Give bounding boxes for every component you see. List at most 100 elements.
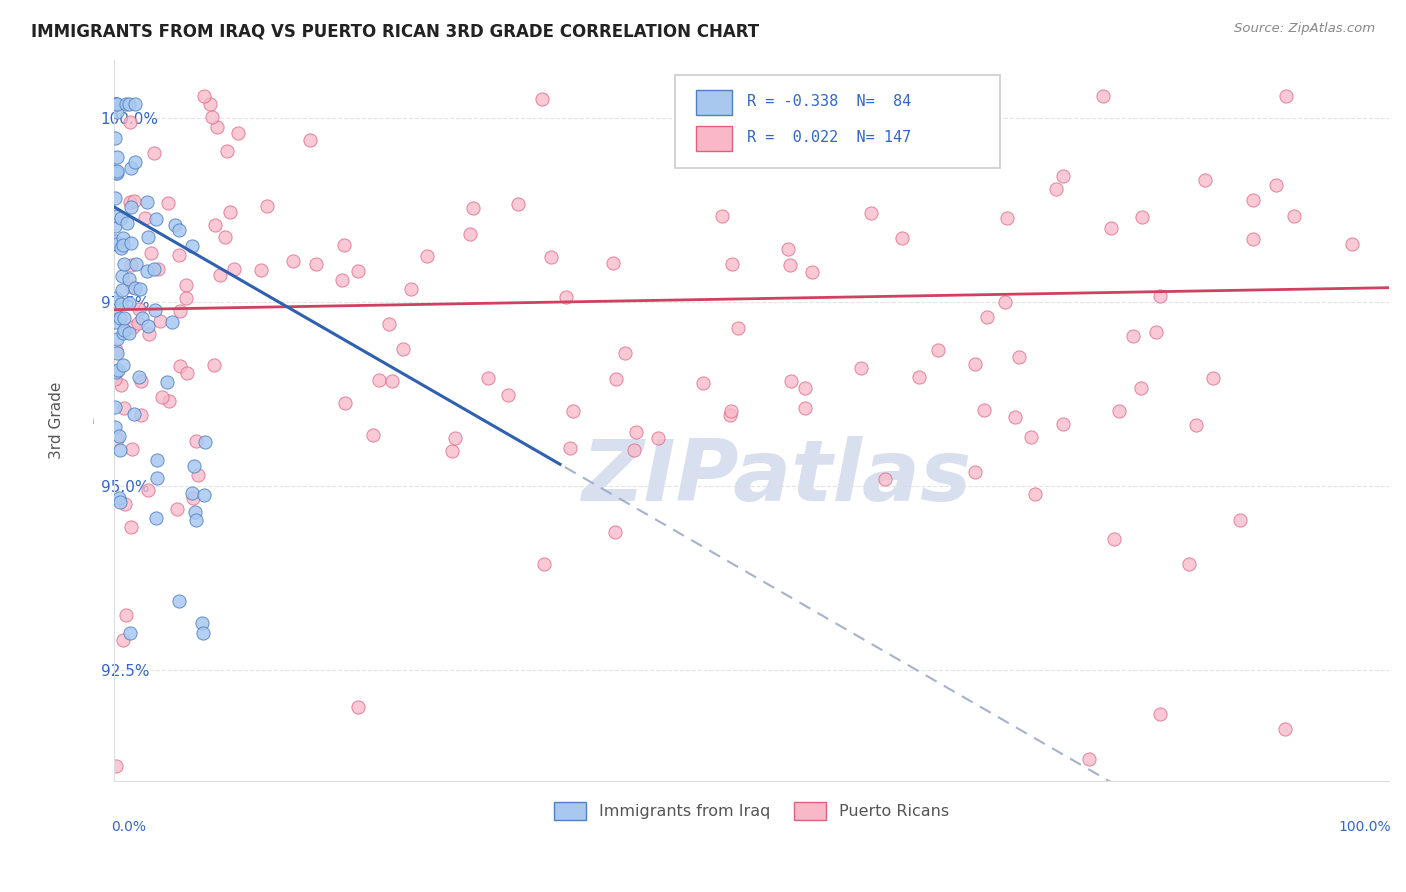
Point [692, 376, 714, 391]
FancyBboxPatch shape [696, 90, 733, 115]
Point [416, 249, 439, 263]
Point [142, 146, 165, 161]
Text: 100.0%: 100.0% [1339, 821, 1392, 834]
Point [1202, 370, 1225, 384]
Point [160, 315, 183, 329]
Point [136, 229, 159, 244]
Point [347, 263, 370, 277]
Point [721, 257, 744, 271]
Point [118, 271, 141, 285]
Point [105, 332, 128, 346]
Point [148, 261, 170, 276]
Point [105, 432, 128, 446]
Point [105, 96, 128, 111]
Point [1122, 328, 1144, 343]
Point [562, 404, 585, 418]
Point [1241, 193, 1264, 207]
Point [169, 304, 191, 318]
Point [104, 315, 127, 329]
Point [741, 120, 763, 135]
Point [118, 115, 141, 129]
Point [120, 235, 142, 250]
Point [181, 491, 204, 505]
Point [193, 487, 215, 501]
Point [330, 273, 353, 287]
Point [104, 166, 127, 180]
Point [201, 110, 224, 124]
Point [118, 96, 141, 111]
Point [186, 513, 208, 527]
Point [381, 374, 404, 388]
Point [115, 607, 138, 622]
Text: R = -0.338  N=  84: R = -0.338 N= 84 [748, 94, 911, 109]
Point [134, 211, 156, 226]
Point [166, 502, 188, 516]
Point [1229, 513, 1251, 527]
Point [204, 219, 226, 233]
Point [110, 310, 132, 325]
Point [461, 201, 484, 215]
Point [111, 283, 134, 297]
Point [184, 434, 207, 448]
Point [647, 431, 669, 445]
Point [108, 491, 131, 505]
Point [250, 262, 273, 277]
Point [138, 326, 160, 341]
Point [1024, 487, 1046, 501]
Point [105, 237, 128, 252]
Point [145, 471, 167, 485]
Point [283, 254, 305, 268]
Point [194, 434, 217, 449]
Point [624, 425, 647, 439]
Point [114, 497, 136, 511]
Point [105, 163, 128, 178]
Point [205, 120, 228, 134]
Point [1144, 325, 1167, 339]
Point [104, 96, 127, 111]
Point [121, 442, 143, 457]
Point [1052, 169, 1074, 183]
Point [1045, 182, 1067, 196]
Point [176, 366, 198, 380]
Point [107, 363, 129, 377]
Point [176, 291, 198, 305]
Point [603, 524, 626, 539]
Point [135, 194, 157, 209]
Point [193, 626, 215, 640]
Point [1078, 751, 1101, 765]
Text: ZIPatlas: ZIPatlas [582, 436, 972, 519]
Point [110, 297, 132, 311]
Point [131, 310, 153, 325]
Point [800, 265, 823, 279]
Point [776, 242, 799, 256]
Point [120, 626, 142, 640]
Point [458, 227, 481, 241]
Point [118, 326, 141, 340]
Point [111, 358, 134, 372]
Point [614, 345, 637, 359]
Point [121, 320, 143, 334]
Point [111, 231, 134, 245]
Point [794, 401, 817, 415]
Point [156, 376, 179, 390]
Point [973, 403, 995, 417]
Point [540, 250, 562, 264]
Point [167, 248, 190, 262]
Point [139, 245, 162, 260]
Point [533, 558, 555, 572]
Point [1130, 381, 1153, 395]
Point [120, 200, 142, 214]
Point [903, 89, 925, 103]
Point [104, 96, 127, 111]
Point [145, 510, 167, 524]
Point [851, 361, 873, 376]
Point [105, 209, 128, 223]
Point [105, 150, 128, 164]
Point [727, 321, 749, 335]
Point [1130, 211, 1153, 225]
Point [129, 408, 152, 422]
Point [112, 633, 135, 648]
Point [927, 343, 949, 357]
Point [121, 279, 143, 293]
Point [143, 261, 166, 276]
